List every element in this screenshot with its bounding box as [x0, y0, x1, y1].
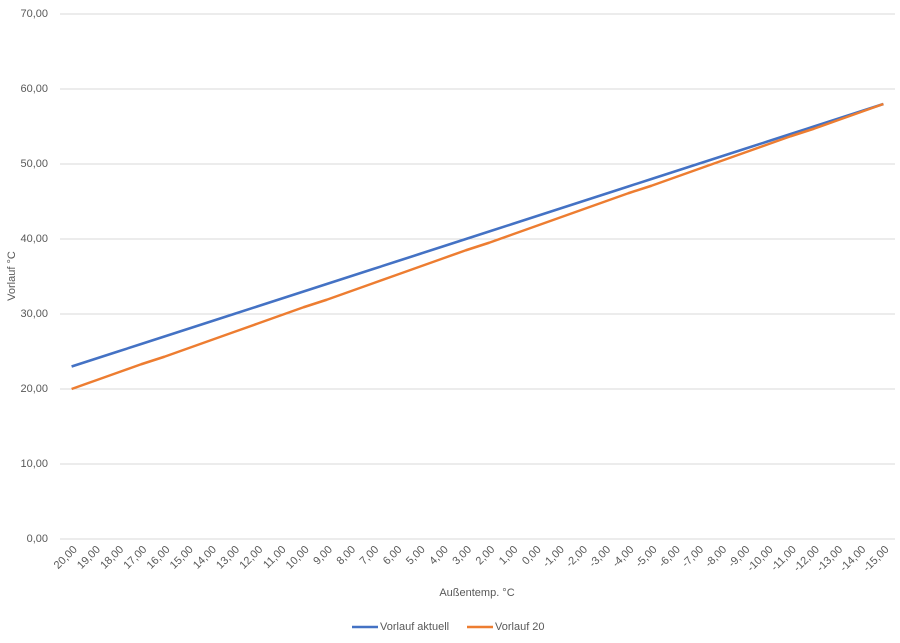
x-tick-label: 13,00 — [214, 544, 242, 572]
y-tick-label: 50,00 — [20, 158, 48, 170]
x-tick-label: -1,00 — [541, 544, 567, 570]
y-tick-label: 40,00 — [20, 233, 48, 245]
x-tick-label: 16,00 — [145, 544, 173, 572]
y-tick-label: 20,00 — [20, 383, 48, 395]
x-tick-label: -8,00 — [703, 544, 729, 570]
x-tick-label: 14,00 — [191, 544, 219, 572]
x-tick-label: -3,00 — [587, 544, 613, 570]
x-tick-label: 5,00 — [404, 544, 428, 568]
y-tick-label: 30,00 — [20, 308, 48, 320]
y-tick-label: 0,00 — [27, 533, 48, 545]
x-tick-label: -7,00 — [680, 544, 706, 570]
legend-label: Vorlauf aktuell — [380, 621, 449, 633]
x-tick-label: -5,00 — [633, 544, 659, 570]
x-tick-label: 3,00 — [450, 544, 474, 568]
x-tick-label: 11,00 — [261, 544, 288, 571]
x-tick-label: 6,00 — [381, 544, 405, 568]
x-tick-label: -15,00 — [861, 544, 892, 575]
legend-label: Vorlauf 20 — [495, 621, 545, 633]
x-tick-label: 1,00 — [497, 544, 521, 568]
x-tick-label: 20,00 — [52, 544, 80, 572]
x-tick-label: 12,00 — [237, 544, 265, 572]
y-tick-label: 10,00 — [20, 458, 48, 470]
series-line — [71, 102, 884, 368]
x-tick-label: 17,00 — [121, 544, 149, 572]
x-tick-label: 9,00 — [311, 544, 335, 568]
x-tick-label: 2,00 — [474, 544, 498, 568]
y-tick-label: 70,00 — [20, 8, 48, 20]
x-tick-label: 10,00 — [284, 544, 312, 572]
x-tick-label: 15,00 — [168, 544, 196, 572]
series-line — [71, 102, 884, 391]
y-axis-title: Vorlauf °C — [6, 251, 18, 301]
x-axis-title: Außentemp. °C — [439, 587, 514, 599]
x-tick-label: -2,00 — [564, 544, 590, 570]
x-tick-label: 7,00 — [358, 544, 382, 568]
x-tick-label: -6,00 — [657, 544, 683, 570]
x-tick-label: -10,00 — [745, 544, 776, 575]
x-tick-label: -4,00 — [610, 544, 636, 570]
x-tick-label: 19,00 — [75, 544, 103, 572]
x-tick-label: 8,00 — [334, 544, 358, 568]
x-tick-label: 4,00 — [427, 544, 451, 568]
x-tick-label: 0,00 — [520, 544, 544, 568]
x-tick-label: 18,00 — [98, 544, 126, 572]
y-tick-label: 60,00 — [20, 83, 48, 95]
